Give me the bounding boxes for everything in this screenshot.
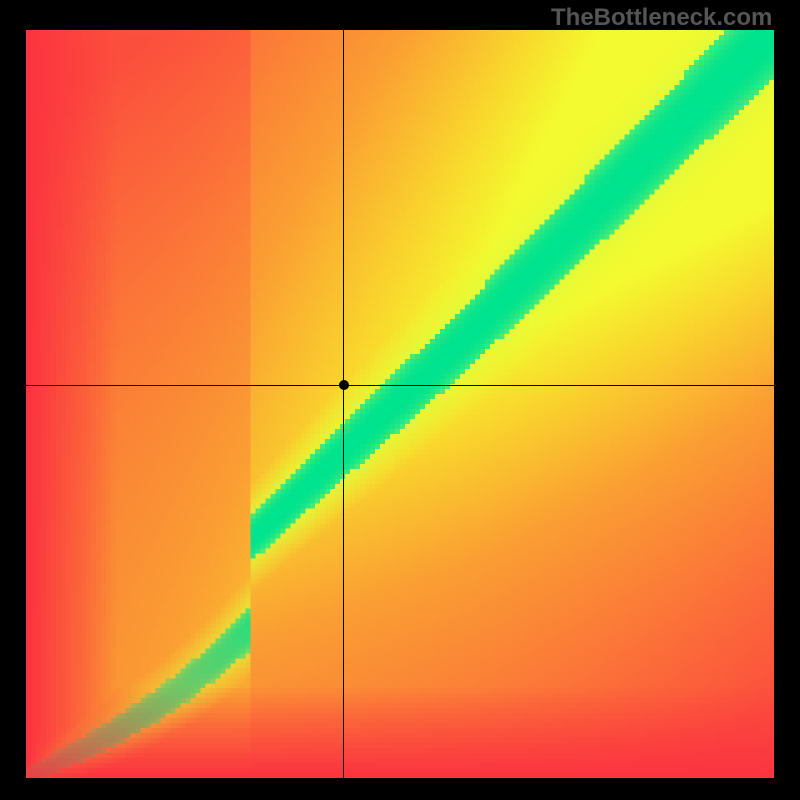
bottleneck-heatmap (26, 30, 774, 778)
watermark-text: TheBottleneck.com (551, 4, 772, 32)
crosshair-horizontal (26, 385, 774, 386)
chart-container: TheBottleneck.com (0, 0, 800, 800)
crosshair-vertical (343, 30, 344, 778)
